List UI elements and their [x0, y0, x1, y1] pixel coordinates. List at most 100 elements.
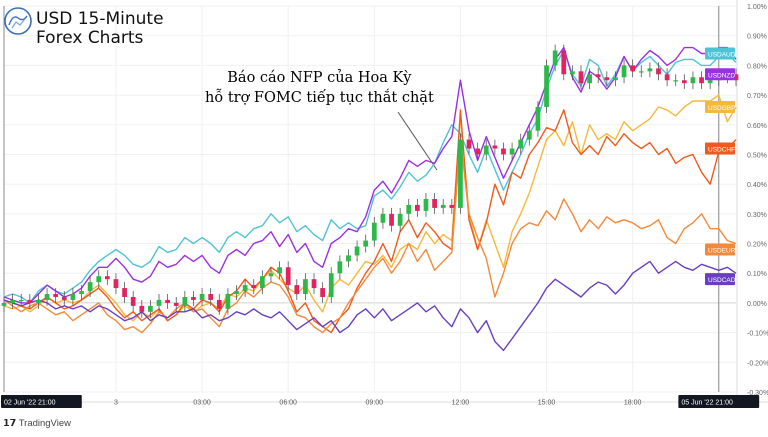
- candle-body: [61, 296, 67, 300]
- annotation-arrow: [397, 111, 438, 171]
- series-end-label: USDGBP: [708, 105, 735, 112]
- chart-title-line2: Forex Charts: [36, 28, 144, 48]
- candle-body: [664, 74, 670, 81]
- y-tick-label: 0.50%: [747, 152, 767, 159]
- candle-body: [216, 299, 222, 309]
- annotation-line2: hỗ trợ FOMC tiếp tục thắt chặt: [205, 90, 434, 106]
- x-tick-label: 03:00: [193, 400, 211, 407]
- y-tick-label: 0.40%: [747, 182, 767, 189]
- candle-body: [1, 302, 7, 306]
- candle-body: [423, 199, 429, 211]
- candle-body: [96, 276, 102, 283]
- y-tick-label: 0.70%: [747, 93, 767, 100]
- candle-body: [44, 294, 50, 300]
- series-line-usdaud: [3, 49, 737, 304]
- candle-body: [165, 299, 170, 303]
- candle-body: [414, 204, 420, 211]
- candle-body: [656, 68, 661, 75]
- candle-body: [544, 65, 549, 107]
- tradingview-logo-icon: 𝟭𝟳: [3, 418, 17, 429]
- candle-body: [36, 299, 41, 303]
- candle-body: [570, 71, 575, 75]
- tradingview-brand: 𝟭𝟳 TradingView: [3, 418, 71, 429]
- candle-body: [337, 261, 343, 274]
- candle-body: [242, 285, 248, 292]
- series-end-label-bg: [705, 68, 735, 81]
- series-end-label: USDNZD: [708, 72, 735, 79]
- candle-body: [346, 255, 351, 262]
- candle-body: [509, 148, 515, 155]
- series-end-label-bg: [705, 273, 735, 286]
- candle-body: [518, 139, 524, 149]
- candle-body: [380, 213, 386, 223]
- candle-body: [501, 148, 506, 155]
- candle-body: [578, 71, 584, 84]
- x-tick-label: 02 Jun '22 21:00: [4, 400, 56, 407]
- candle-body: [208, 294, 214, 300]
- x-tick-label: 05 Jun '22 21:00: [681, 400, 733, 407]
- candle-body: [156, 299, 162, 306]
- candle-body: [277, 267, 282, 274]
- candle-body: [673, 80, 679, 82]
- candle-body: [690, 77, 696, 84]
- candle-body: [27, 299, 33, 303]
- nfp-annotation: Báo cáo NFP của Hoa Kỳ hỗ trợ FOMC tiếp …: [205, 68, 434, 108]
- candle-body: [613, 77, 618, 81]
- candle-body: [148, 305, 153, 312]
- candle-body: [139, 305, 145, 312]
- candle-body: [475, 148, 481, 155]
- candle-body: [320, 288, 326, 297]
- y-tick-label: 0.00%: [747, 301, 767, 308]
- chart-title-line1: USD 15-Minute: [36, 9, 164, 29]
- candle-body: [595, 74, 601, 78]
- candle-body: [354, 246, 360, 256]
- candle-body: [561, 50, 567, 75]
- candle-body: [630, 65, 636, 72]
- y-tick-label: 0.90%: [747, 34, 767, 41]
- candle-body: [182, 296, 188, 306]
- x-tick-label: 15:00: [538, 400, 556, 407]
- candle-body: [466, 139, 472, 149]
- series-end-label-bg: [705, 47, 735, 60]
- candle-body: [535, 106, 541, 131]
- candle-body: [449, 204, 455, 208]
- candle-body: [294, 285, 300, 295]
- candle-body: [587, 74, 592, 84]
- x-tick-label: 3: [114, 400, 118, 407]
- y-tick-label: 0.10%: [747, 271, 767, 278]
- series-end-label-bg: [705, 100, 735, 113]
- y-tick-label: -0.10%: [747, 331, 768, 338]
- candle-body: [492, 145, 498, 149]
- series-end-label-bg: [705, 142, 735, 155]
- candle-body: [251, 285, 257, 289]
- candle-body: [130, 296, 136, 306]
- x-tick-label: 06:00: [279, 400, 297, 407]
- y-tick-label: 0.20%: [747, 242, 767, 249]
- candle-body: [191, 296, 196, 300]
- series-end-label: USDEUR: [708, 247, 736, 254]
- y-tick-label: -0.20%: [747, 360, 768, 367]
- x-marker-label-bg: [678, 395, 760, 408]
- series-line-usdcad: [3, 260, 737, 352]
- candle-body: [173, 302, 179, 306]
- candle-body: [79, 291, 84, 295]
- y-tick-label: -0.30%: [747, 390, 768, 397]
- x-tick-label: 12:00: [452, 400, 470, 407]
- candle-body: [53, 294, 59, 297]
- candle-body: [707, 80, 713, 84]
- candle-body: [268, 273, 274, 277]
- candle-body: [18, 299, 24, 302]
- candle-body: [113, 279, 119, 289]
- candle-body: [328, 273, 334, 297]
- candle-body: [259, 276, 265, 289]
- candle-body: [440, 204, 446, 208]
- series-end-label: USDAUD: [708, 52, 736, 59]
- series-line-usdgbp: [3, 94, 737, 322]
- chart-title: USD 15-Minute Forex Charts: [36, 10, 164, 48]
- candle-body: [458, 139, 463, 208]
- y-tick-label: 1.00%: [747, 4, 767, 11]
- candle-body: [389, 213, 394, 226]
- y-tick-label: 0.80%: [747, 63, 767, 70]
- candle-body: [87, 282, 93, 292]
- candle-body: [681, 80, 687, 84]
